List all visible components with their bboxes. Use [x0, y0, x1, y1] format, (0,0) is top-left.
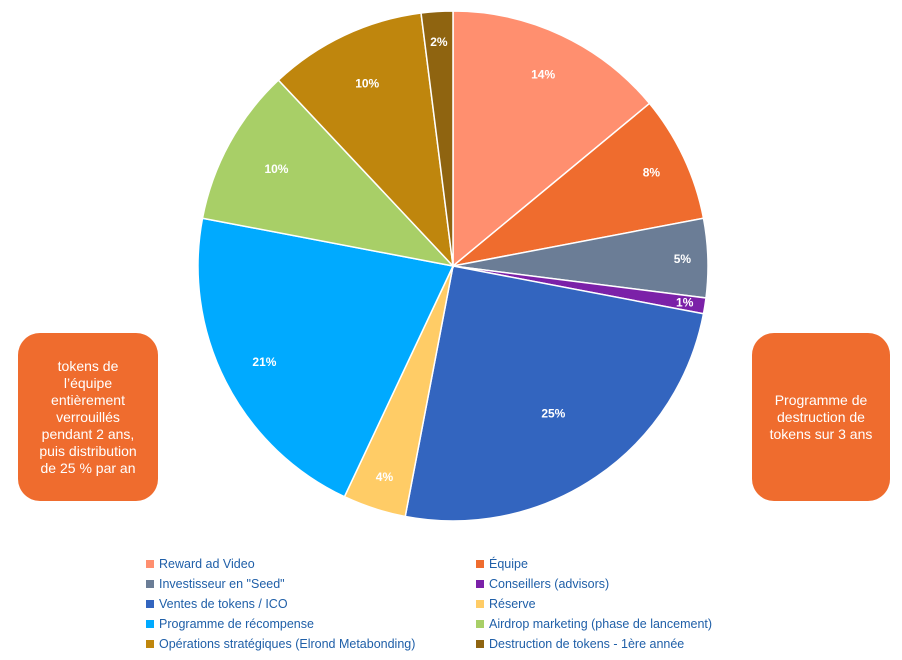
- legend-swatch: [146, 559, 154, 568]
- legend-label: Ventes de tokens / ICO: [159, 596, 288, 611]
- legend-swatch: [146, 599, 154, 608]
- burn-program-note: Programme de destruction de tokens sur 3…: [752, 333, 890, 501]
- legend-item: Ventes de tokens / ICO: [146, 595, 476, 612]
- slice-label: 8%: [643, 166, 661, 180]
- legend-label: Destruction de tokens - 1ère année: [489, 636, 685, 651]
- pie-slice: [420, 10, 454, 267]
- team-lock-note: tokens de l’équipe entièrement verrouill…: [18, 333, 158, 501]
- legend-label: Programme de récompense: [159, 616, 314, 631]
- slice-label: 10%: [264, 162, 288, 176]
- legend-swatch: [476, 619, 484, 628]
- legend-label: Opérations stratégiques (Elrond Metabond…: [159, 636, 416, 651]
- legend-swatch: [476, 599, 484, 608]
- pie-slice: [201, 79, 456, 268]
- legend-item: Reward ad Video: [146, 555, 476, 572]
- slice-label: 14%: [531, 67, 555, 81]
- slice-label: 25%: [541, 407, 565, 421]
- legend-label: Réserve: [489, 596, 536, 611]
- legend-label: Équipe: [489, 556, 528, 571]
- legend-item: Réserve: [476, 595, 766, 612]
- pie-slice: [452, 102, 705, 267]
- legend-label: Investisseur en "Seed": [159, 576, 285, 591]
- legend-item: Investisseur en "Seed": [146, 575, 476, 592]
- legend-swatch: [146, 619, 154, 628]
- chart-legend: Reward ad Video Équipe Investisseur en "Se…: [146, 555, 766, 652]
- slice-label: 10%: [355, 77, 379, 91]
- slice-label: 1%: [676, 296, 694, 310]
- legend-label: Reward ad Video: [159, 556, 255, 571]
- legend-item: Conseillers (advisors): [476, 575, 766, 592]
- legend-swatch: [476, 579, 484, 588]
- legend-item: Opérations stratégiques (Elrond Metabond…: [146, 635, 476, 652]
- legend-item: Équipe: [476, 555, 766, 572]
- pie-slice: [452, 10, 651, 268]
- legend-swatch: [476, 559, 484, 568]
- pie-slice: [404, 265, 705, 522]
- legend-item: Airdrop marketing (phase de lancement): [476, 615, 766, 632]
- slice-label: 21%: [252, 355, 276, 369]
- legend-swatch: [146, 639, 154, 648]
- legend-label: Conseillers (advisors): [489, 576, 610, 591]
- slice-label: 4%: [376, 470, 394, 484]
- pie-slice: [197, 217, 455, 498]
- legend-swatch: [146, 579, 154, 588]
- legend-swatch: [476, 639, 484, 648]
- slice-label: 2%: [430, 35, 448, 49]
- slice-label: 5%: [674, 252, 692, 266]
- pie-chart: 14% 8% 5% 1% 25% 4% 21% 10% 10% 2%: [197, 10, 709, 522]
- legend-item: Destruction de tokens - 1ère année: [476, 635, 766, 652]
- legend-label: Airdrop marketing (phase de lancement): [489, 616, 713, 631]
- legend-item: Programme de récompense: [146, 615, 476, 632]
- pie-slice: [277, 12, 455, 269]
